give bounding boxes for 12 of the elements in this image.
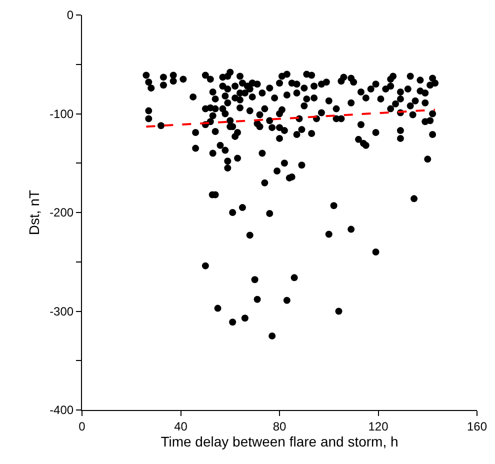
x-tick-label: 160 bbox=[466, 419, 488, 434]
x-tick-label: 0 bbox=[78, 419, 86, 434]
y-tick-label: -300 bbox=[50, 304, 74, 318]
x-tick-label: 80 bbox=[272, 419, 286, 434]
x-tick-label: 120 bbox=[368, 419, 389, 434]
x-tick-label: 40 bbox=[174, 419, 188, 434]
x-axis-title: Time delay between flare and storm, h bbox=[160, 433, 398, 450]
y-tick-label: -400 bbox=[50, 403, 74, 418]
y-axis-title: Dst, nT bbox=[26, 189, 42, 236]
y-tick-label: -100 bbox=[50, 106, 74, 121]
y-tick-label: -200 bbox=[50, 206, 74, 220]
y-tick-label: 0 bbox=[66, 8, 74, 22]
